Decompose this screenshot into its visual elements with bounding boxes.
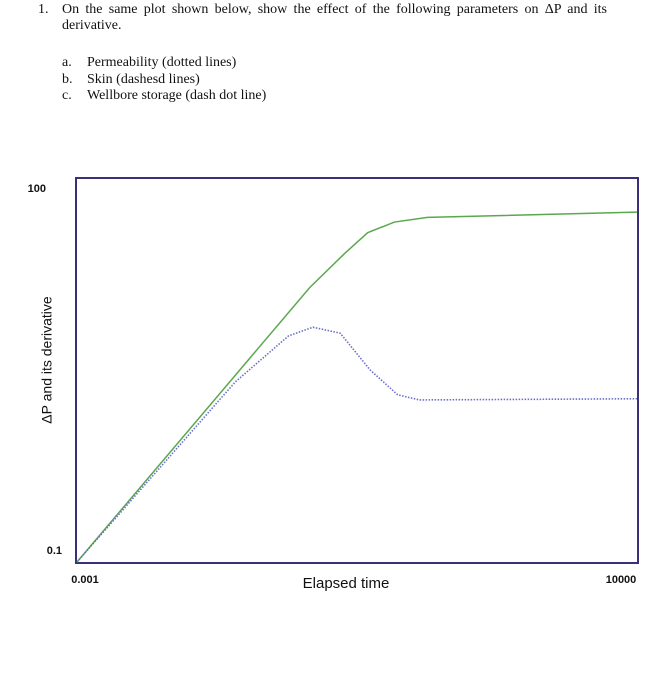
question-number: 1. — [38, 2, 49, 17]
x-tick-label: 10000 — [606, 574, 637, 586]
y-axis-label: ΔP and its derivative — [39, 296, 55, 424]
item-letter: b. — [62, 71, 73, 87]
y-tick-label: 100 — [28, 183, 46, 195]
series-line — [76, 211, 638, 563]
series-line — [76, 326, 638, 563]
x-tick-label: 0.001 — [71, 574, 99, 586]
x-axis-label: Elapsed time — [303, 575, 390, 592]
y-tick-label: 0.1 — [47, 545, 62, 557]
item-letter: c. — [62, 88, 72, 103]
item-text: Skin (dashesd lines) — [87, 71, 200, 87]
item-text: Wellbore storage (dash dot line) — [87, 88, 267, 103]
item-text: Permeability (dotted lines) — [87, 55, 237, 70]
plot-frame — [75, 177, 639, 564]
item-letter: a. — [62, 55, 72, 70]
question-text: On the same plot shown below, show the e… — [62, 2, 607, 33]
